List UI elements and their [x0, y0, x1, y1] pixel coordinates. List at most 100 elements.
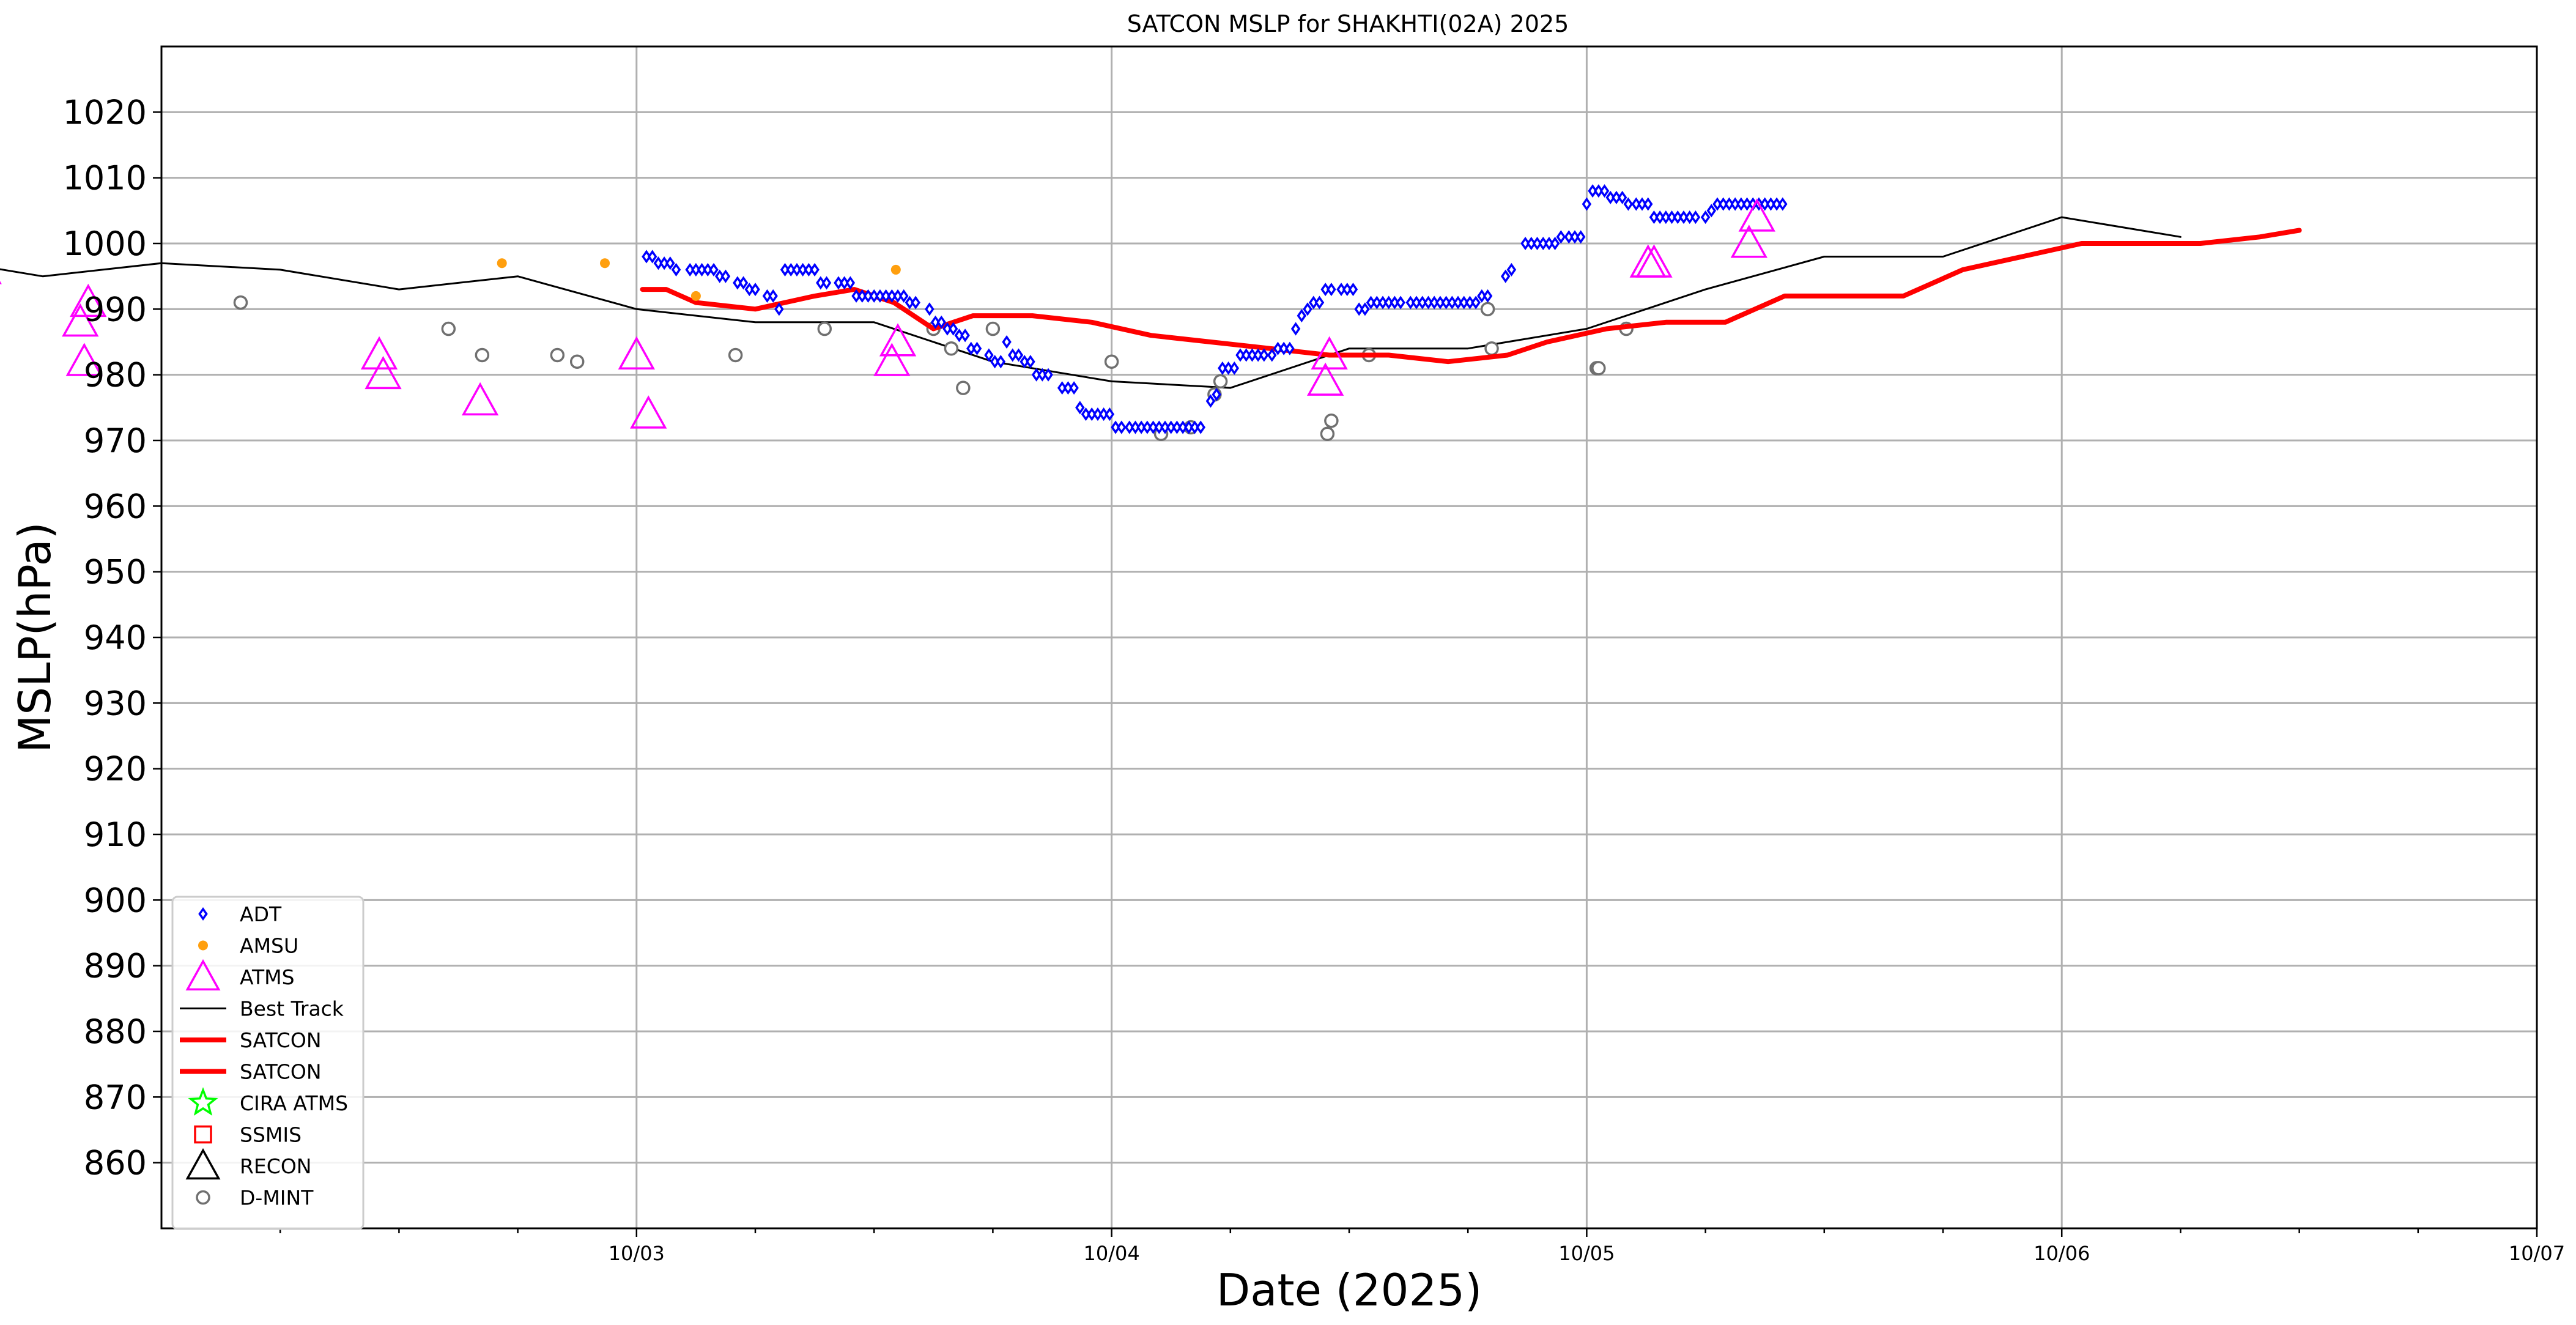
adt-point [665, 256, 675, 270]
adt-point [1447, 295, 1457, 310]
adt-point [1712, 197, 1722, 211]
adt-point [1087, 407, 1097, 421]
adt-point [1297, 309, 1307, 323]
adt-point [792, 262, 802, 277]
d-mint-point [985, 321, 1001, 336]
adt-point [1037, 368, 1048, 382]
adt-point [1575, 230, 1586, 244]
adt-point [1465, 295, 1475, 310]
adt-point [1435, 295, 1445, 310]
adt-point [1556, 230, 1566, 244]
atms-point [1311, 336, 1348, 369]
amsu-point [497, 258, 507, 269]
y-tick-label: 900 [84, 881, 147, 919]
adt-point [1366, 295, 1376, 310]
adt-point [1190, 420, 1200, 434]
adt-point [804, 262, 814, 277]
adt-point [697, 262, 707, 277]
adt-point [1124, 420, 1134, 434]
d-mint-point [1480, 302, 1495, 317]
adt-point [984, 348, 994, 362]
adt-point [1673, 210, 1683, 225]
adt-point [703, 262, 713, 277]
adt-point [1520, 236, 1530, 251]
adt-point [1718, 197, 1728, 211]
adt-point [1588, 184, 1597, 198]
atms-point [70, 283, 107, 317]
adt-point [1661, 210, 1671, 225]
y-tick-label: 1020 [63, 93, 147, 132]
adt-point [1267, 348, 1277, 362]
d-mint-point [1104, 354, 1119, 369]
legend-label-d-mint: D-MINT [240, 1186, 314, 1210]
adt-point [1247, 348, 1257, 362]
adt-point [1196, 420, 1205, 434]
adt-point [1057, 381, 1067, 395]
adt-point [1229, 361, 1240, 375]
d-mint-point [1484, 341, 1499, 356]
adt-point [685, 262, 695, 277]
adt-point [1320, 283, 1330, 297]
adt-point [715, 269, 725, 283]
adt-point [786, 262, 796, 277]
adt-point [1453, 295, 1463, 310]
adt-point [942, 322, 952, 336]
y-tick-label: 930 [84, 684, 147, 722]
atms-point [365, 355, 402, 390]
adt-point [834, 276, 843, 290]
adt-point [1043, 368, 1053, 382]
grid-lines [161, 46, 2538, 1228]
adt-point [733, 276, 742, 290]
adt-point [1423, 295, 1434, 310]
adt-point [1736, 197, 1746, 211]
legend-label-adt: ADT [240, 902, 282, 926]
adt-point [1259, 348, 1269, 362]
adt-point [1679, 210, 1689, 225]
adt-point [905, 295, 915, 310]
chart-title: SATCON MSLP for SHAKHTI(02A) 2025 [1127, 10, 1569, 37]
adt-point [1166, 420, 1176, 434]
adt-point [875, 289, 885, 303]
data-series [0, 184, 2302, 442]
adt-point [1684, 210, 1695, 225]
adt-point [1020, 355, 1029, 369]
adt-point [1649, 210, 1659, 225]
adt-point [1631, 197, 1641, 211]
adt-point [881, 289, 891, 303]
adt-point [863, 289, 873, 303]
y-tick-label: 910 [84, 815, 147, 854]
adt-point [810, 262, 820, 277]
adt-point [1372, 295, 1382, 310]
legend-label-recon: RECON [240, 1154, 311, 1178]
adt-point [869, 289, 879, 303]
atms-point [630, 395, 667, 429]
adt-point [774, 302, 784, 316]
adt-point [1002, 335, 1012, 349]
adt-point [996, 355, 1006, 369]
adt-point [768, 289, 778, 303]
adt-point [642, 250, 651, 264]
adt-point [1111, 420, 1120, 434]
adt-point [816, 276, 826, 290]
adt-point [839, 276, 849, 290]
adt-point [1390, 295, 1400, 310]
adt-point [1081, 407, 1091, 421]
adt-point [1772, 197, 1782, 211]
adt-point [653, 256, 664, 270]
atms-point [461, 382, 499, 416]
y-axis-label: MSLP(hPa) [9, 522, 61, 752]
adt-point [1700, 210, 1711, 225]
atms-point [1629, 244, 1667, 278]
adt-point [1273, 341, 1283, 355]
adt-point [930, 315, 941, 329]
atms-point [1730, 225, 1767, 258]
adt-point [659, 256, 669, 270]
adt-point [1538, 236, 1548, 251]
adt-point [1031, 368, 1042, 382]
atms-point [618, 336, 655, 369]
adt-point [1223, 361, 1234, 375]
y-tick-label: 950 [84, 553, 147, 592]
adt-point [845, 276, 856, 290]
adt-point [1766, 197, 1776, 211]
adt-point [1184, 420, 1194, 434]
